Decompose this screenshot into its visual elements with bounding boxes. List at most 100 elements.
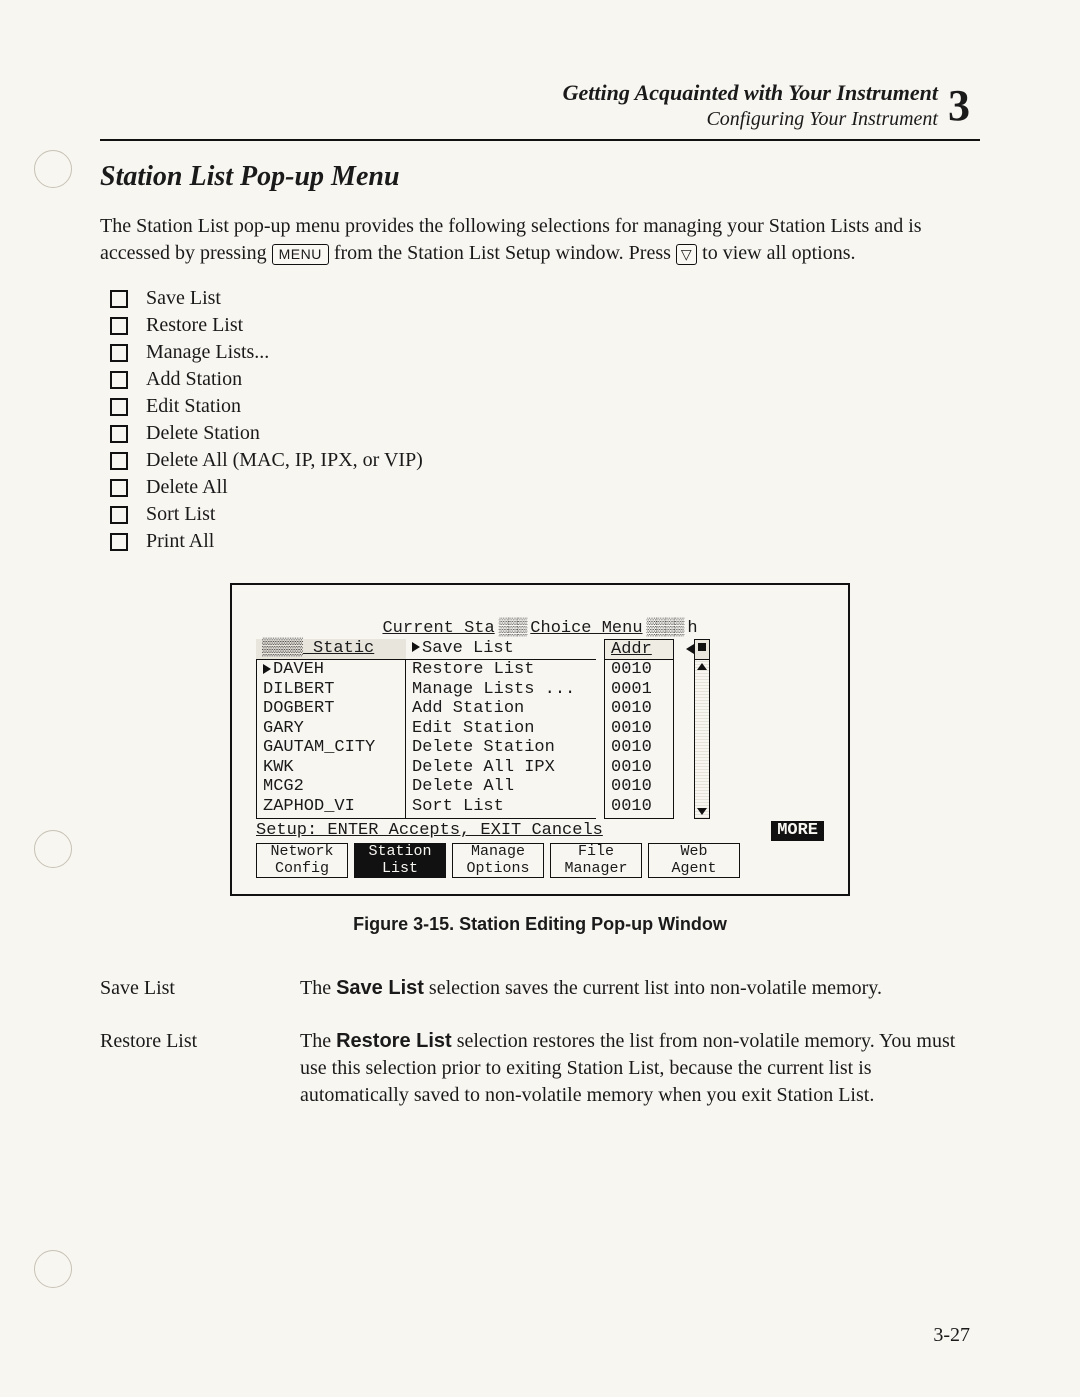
- choice-row: Restore List: [412, 660, 590, 680]
- screen-tab: NetworkConfig: [256, 843, 348, 878]
- choice-row: Manage Lists ...: [412, 680, 590, 700]
- screen-title-mid: Choice Menu: [530, 619, 642, 639]
- choice-row: Edit Station: [412, 719, 590, 739]
- addr-row: 0010: [611, 797, 667, 817]
- tab-line2: Agent: [655, 861, 733, 878]
- def-bold: Save List: [336, 977, 424, 999]
- figure-caption: Figure 3-15. Station Editing Pop-up Wind…: [100, 914, 980, 935]
- down-keycap: ▽: [676, 244, 697, 265]
- page-number: 3-27: [933, 1324, 970, 1347]
- def-text: The: [300, 1030, 336, 1052]
- menu-option-item: Print All: [110, 530, 980, 553]
- margin-circle: [34, 1250, 72, 1288]
- menu-option-item: Edit Station: [110, 395, 980, 418]
- station-name: GARY: [263, 719, 304, 738]
- station-name: DAVEH: [273, 660, 324, 679]
- screen-figure: Current Sta ▒▒▒ Choice Menu ▒▒▒▒ h ▒▒▒▒ …: [230, 583, 850, 896]
- tab-line1: Network: [263, 844, 341, 861]
- def-text: selection saves the current list into no…: [424, 977, 882, 999]
- screen-col-header-addr: Addr: [604, 639, 674, 660]
- choice-column: Restore ListManage Lists ...Add StationE…: [406, 659, 596, 819]
- def-text: The: [300, 977, 336, 999]
- menu-option-label: Manage Lists...: [146, 341, 269, 364]
- station-name: MCG2: [263, 777, 304, 796]
- chapter-number: 3: [948, 84, 970, 128]
- screen-hash: ▒▒▒: [499, 619, 527, 639]
- intro-text: from the Station List Setup window. Pres…: [334, 242, 676, 264]
- menu-option-item: Delete Station: [110, 422, 980, 445]
- definition-body: The Restore List selection restores the …: [300, 1028, 980, 1109]
- screen-hash: ▒▒▒▒: [262, 639, 303, 658]
- menu-option-label: Restore List: [146, 314, 243, 337]
- choice-row: Delete All IPX: [412, 758, 590, 778]
- menu-option-item: Save List: [110, 287, 980, 310]
- scrollbar-top: [694, 639, 710, 660]
- tab-line1: Web: [655, 844, 733, 861]
- menu-option-label: Edit Station: [146, 395, 241, 418]
- screen-tab: ManageOptions: [452, 843, 544, 878]
- menu-option-item: Sort List: [110, 503, 980, 526]
- intro-text: to view all options.: [702, 242, 855, 264]
- definition-body: The Save List selection saves the curren…: [300, 975, 980, 1002]
- station-row: KWK: [263, 758, 399, 778]
- screen-tab: StationList: [354, 843, 446, 878]
- menu-option-label: Sort List: [146, 503, 215, 526]
- header-title: Getting Acquainted with Your Instrument: [563, 80, 938, 106]
- checkbox-icon: [110, 398, 128, 416]
- menu-option-label: Delete All (MAC, IP, IPX, or VIP): [146, 449, 423, 472]
- menu-option-label: Print All: [146, 530, 214, 553]
- screen-col-header-static: ▒▒▒▒ Static: [256, 639, 406, 660]
- menu-option-item: Delete All: [110, 476, 980, 499]
- tab-line1: Manage: [459, 844, 537, 861]
- tab-line1: File: [557, 844, 635, 861]
- screen-tabs: NetworkConfigStationListManageOptionsFil…: [256, 843, 824, 878]
- menu-option-label: Delete Station: [146, 422, 260, 445]
- choice-row: Delete All: [412, 777, 590, 797]
- checkbox-icon: [110, 344, 128, 362]
- addr-row: 0010: [611, 738, 667, 758]
- addr-row: 0010: [611, 660, 667, 680]
- definition-term: Save List: [100, 975, 280, 1002]
- station-row: DOGBERT: [263, 699, 399, 719]
- checkbox-icon: [110, 290, 128, 308]
- section-title: Station List Pop-up Menu: [100, 161, 980, 193]
- screen-hash: ▒▒▒▒: [647, 619, 684, 639]
- station-row: GARY: [263, 719, 399, 739]
- screen-title-end: h: [687, 619, 697, 639]
- menu-option-list: Save ListRestore ListManage Lists...Add …: [110, 287, 980, 553]
- menu-option-label: Delete All: [146, 476, 228, 499]
- definition-list: Save ListThe Save List selection saves t…: [100, 975, 980, 1109]
- menu-option-item: Delete All (MAC, IP, IPX, or VIP): [110, 449, 980, 472]
- station-name: GAUTAM_CITY: [263, 738, 375, 757]
- margin-circle: [34, 830, 72, 868]
- station-row: ZAPHOD_VI: [263, 797, 399, 817]
- def-bold: Restore List: [336, 1030, 452, 1052]
- header-subtitle: Configuring Your Instrument: [563, 108, 938, 131]
- station-name: DOGBERT: [263, 699, 334, 718]
- station-name: KWK: [263, 758, 294, 777]
- setup-hint: Setup: ENTER Accepts, EXIT Cancels: [256, 821, 771, 841]
- page-header: Getting Acquainted with Your Instrument …: [100, 80, 980, 131]
- checkbox-icon: [110, 317, 128, 335]
- station-name: DILBERT: [263, 680, 334, 699]
- intro-paragraph: The Station List pop-up menu provides th…: [100, 213, 980, 267]
- tab-line2: List: [361, 861, 439, 878]
- screen-tab: FileManager: [550, 843, 642, 878]
- screen-tab: WebAgent: [648, 843, 740, 878]
- definition-term: Restore List: [100, 1028, 280, 1109]
- header-rule: [100, 139, 980, 141]
- checkbox-icon: [110, 506, 128, 524]
- tab-line2: Manager: [557, 861, 635, 878]
- screen-title-left: Current Sta: [382, 619, 494, 639]
- addr-column: 00100001001000100010001000100010: [604, 659, 674, 819]
- menu-option-item: Manage Lists...: [110, 341, 980, 364]
- choice-row: Delete Station: [412, 738, 590, 758]
- addr-row: 0010: [611, 719, 667, 739]
- scrollbar: [694, 659, 710, 819]
- choice-row: Sort List: [412, 797, 590, 817]
- checkbox-icon: [110, 452, 128, 470]
- tab-line2: Options: [459, 861, 537, 878]
- addr-row: 0010: [611, 699, 667, 719]
- menu-option-label: Save List: [146, 287, 221, 310]
- menu-keycap: MENU: [272, 244, 329, 265]
